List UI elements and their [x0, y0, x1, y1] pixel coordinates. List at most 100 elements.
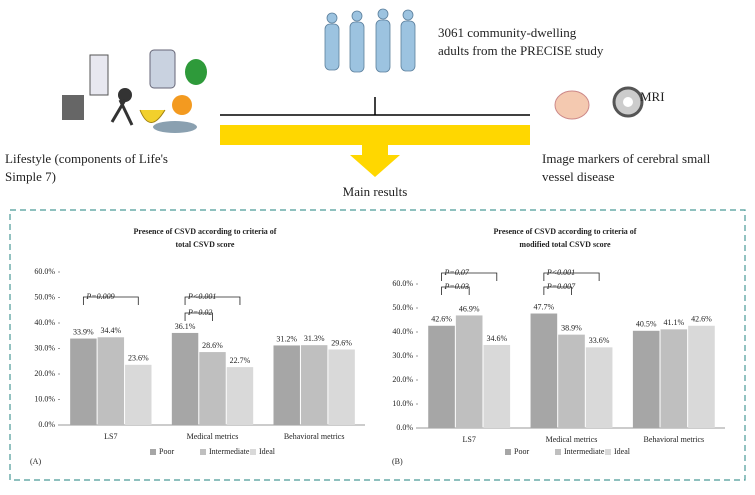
p-value: P=0.009 [85, 292, 114, 301]
x-tick-label: Behavioral metrics [284, 432, 345, 441]
value-label: 22.7% [230, 356, 251, 365]
value-label: 41.1% [663, 318, 684, 327]
legend-label: Poor [514, 447, 529, 456]
markers-line: vessel disease [542, 169, 615, 184]
y-tick-label: 30.0% [392, 351, 413, 360]
value-label: 46.9% [459, 304, 480, 313]
y-tick-label: 20.0% [34, 369, 55, 378]
value-label: 31.3% [304, 334, 325, 343]
legend-label: Intermediate [564, 447, 605, 456]
bracket [184, 296, 241, 305]
bar [273, 345, 300, 425]
legend-label: Ideal [259, 447, 276, 456]
p-value: P=0.07 [444, 268, 470, 277]
bar [483, 344, 511, 428]
legend-swatch [505, 449, 511, 455]
value-label: 33.9% [73, 327, 94, 336]
value-label: 42.6% [691, 315, 712, 324]
x-tick-label: Behavioral metrics [644, 435, 705, 444]
bar [585, 347, 613, 428]
value-label: 36.1% [175, 322, 196, 331]
bar [660, 329, 688, 428]
bar [558, 334, 585, 428]
legend-swatch [150, 449, 156, 455]
lifestyle-clipart [62, 49, 207, 133]
value-label: 34.4% [100, 326, 121, 335]
bracket [184, 312, 213, 321]
value-label: 33.6% [589, 336, 610, 345]
y-tick-label: 40.0% [392, 327, 413, 336]
mri-label: MRI [640, 89, 665, 104]
x-tick-label: Medical metrics [546, 435, 598, 444]
panel-label: (A) [30, 457, 41, 466]
y-tick-label: 50.0% [34, 292, 55, 301]
bar [428, 325, 455, 428]
chart-title: modified total CSVD score [519, 240, 611, 249]
bar [171, 332, 199, 425]
bracket [543, 272, 600, 281]
bar [455, 315, 483, 428]
legend-swatch [555, 449, 561, 455]
y-tick-label: 10.0% [392, 399, 413, 408]
x-tick-label: Medical metrics [187, 432, 239, 441]
mri-clipart [554, 86, 644, 120]
value-label: 42.6% [431, 315, 452, 324]
value-label: 40.5% [636, 320, 657, 329]
bar [70, 338, 97, 425]
legend-label: Ideal [614, 447, 631, 456]
y-tick-label: 60.0% [392, 279, 413, 288]
y-tick-label: 10.0% [34, 394, 55, 403]
results-label: Main results [343, 184, 408, 199]
bar [125, 364, 152, 425]
panel-label: (B) [392, 457, 403, 466]
y-tick-label: 40.0% [34, 318, 55, 327]
value-label: 38.9% [561, 323, 582, 332]
y-tick-label: 0.0% [396, 423, 413, 432]
bar [688, 325, 715, 428]
value-label: 31.2% [276, 334, 297, 343]
y-tick-label: 0.0% [38, 420, 55, 429]
bracket [543, 286, 572, 295]
y-tick-label: 50.0% [392, 303, 413, 312]
value-label: 34.6% [486, 334, 507, 343]
chart-title: Presence of CSVD according to criteria o… [494, 227, 637, 236]
value-label: 47.7% [534, 302, 555, 311]
value-label: 29.6% [331, 338, 352, 347]
bar [530, 313, 558, 428]
chart-title: total CSVD score [176, 240, 235, 249]
p-value: P=0.03 [444, 282, 469, 291]
value-label: 23.6% [128, 354, 149, 363]
population-line: 3061 community-dwelling [438, 25, 577, 40]
bar [300, 345, 328, 425]
lifestyle-line: Simple 7) [5, 169, 56, 184]
bracket [82, 296, 139, 305]
y-tick-label: 60.0% [34, 267, 55, 276]
bar [226, 367, 254, 425]
population-line: adults from the PRECISE study [438, 43, 604, 58]
y-tick-label: 30.0% [34, 343, 55, 352]
lifestyle-line: Lifestyle (components of Life's [5, 151, 168, 166]
p-value: P<0.001 [546, 268, 575, 277]
p-value: P=0.02 [187, 308, 212, 317]
chart-title: Presence of CSVD according to criteria o… [134, 227, 277, 236]
legend-swatch [250, 449, 256, 455]
people-icons [324, 8, 416, 73]
y-tick-label: 20.0% [392, 375, 413, 384]
legend-swatch [200, 449, 206, 455]
yellow-bar [220, 125, 530, 145]
bar [328, 349, 355, 425]
bar [632, 330, 660, 428]
bracket [441, 286, 470, 295]
x-tick-label: LS7 [104, 432, 117, 441]
results-box [9, 209, 746, 481]
legend-swatch [605, 449, 611, 455]
bar [97, 337, 125, 425]
bracket [441, 272, 498, 281]
markers-line: Image markers of cerebral small [542, 151, 711, 166]
legend-label: Intermediate [209, 447, 250, 456]
x-tick-label: LS7 [462, 435, 475, 444]
arrow [350, 145, 400, 177]
legend-label: Poor [159, 447, 174, 456]
p-value: P=0.007 [546, 282, 576, 291]
